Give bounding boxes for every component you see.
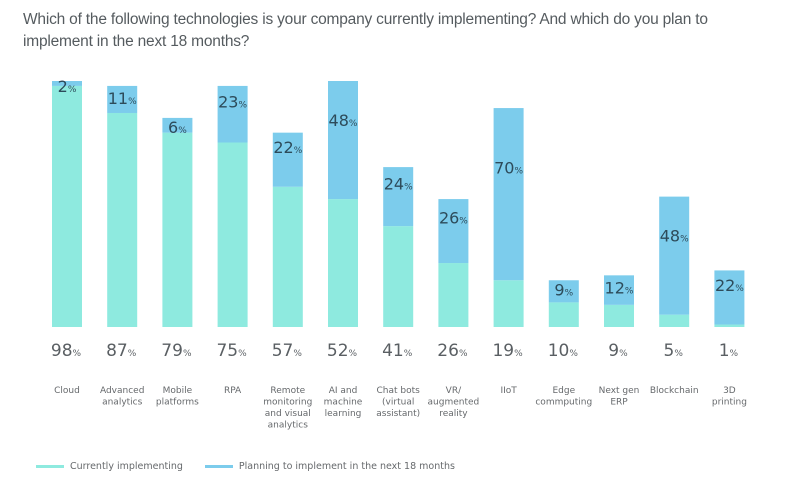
- bar-current: [107, 112, 138, 327]
- legend-item-current: Currently implementing: [36, 461, 183, 472]
- data-label-planning: 70%: [494, 158, 523, 177]
- legend-swatch-current: [36, 465, 64, 468]
- data-label-planning: 48%: [660, 226, 689, 245]
- data-label-current: 87%: [106, 341, 137, 361]
- data-label-current: 26%: [437, 341, 468, 361]
- data-label-planning: 6%: [168, 118, 187, 137]
- bar-planning: [493, 108, 524, 281]
- data-label-current: 1%: [719, 341, 739, 361]
- x-tick-label: Edge commputing: [535, 386, 592, 408]
- legend-item-planning: Planning to implement in the next 18 mon…: [204, 461, 455, 472]
- x-tick-label: Blockchain: [650, 386, 699, 396]
- data-label-planning: 2%: [58, 77, 77, 96]
- x-tick-label: 3D printing: [712, 386, 747, 408]
- data-label-current: 5%: [664, 341, 684, 361]
- bar-planning: [272, 132, 303, 187]
- data-label-planning: 11%: [108, 89, 137, 108]
- bar-current: [548, 302, 579, 327]
- data-label-planning: 12%: [605, 278, 634, 297]
- bar-current: [272, 186, 303, 327]
- bar-planning: [714, 270, 745, 325]
- bar-current: [438, 263, 469, 327]
- chart-title: Which of the following technologies is y…: [23, 11, 708, 50]
- bar-current: [162, 132, 193, 327]
- bar-planning: [383, 167, 414, 227]
- bar-current: [714, 324, 745, 327]
- bar-current: [217, 142, 248, 327]
- data-label-current: 75%: [216, 341, 247, 361]
- data-label-current: 98%: [51, 341, 82, 361]
- data-label-planning: 26%: [439, 208, 468, 227]
- bar-planning: [162, 117, 193, 133]
- bar-planning: [548, 280, 579, 303]
- x-tick-label: Remote monitoring and visual analytics: [263, 386, 312, 431]
- bar-planning: [604, 275, 634, 305]
- data-label-current: 52%: [327, 341, 358, 361]
- data-label-planning: 23%: [218, 92, 247, 111]
- data-label-planning: 22%: [715, 276, 744, 295]
- bar-planning: [107, 85, 138, 113]
- bar-current: [52, 85, 82, 327]
- data-label-current: 57%: [272, 341, 303, 361]
- bar-planning: [217, 85, 248, 143]
- data-label-planning: 22%: [273, 138, 302, 157]
- bar-current: [328, 199, 358, 327]
- bar-current: [659, 314, 690, 327]
- x-tick-label: RPA: [224, 386, 242, 396]
- x-tick-label: VR/augmented reality: [428, 386, 480, 419]
- bar-planning: [438, 199, 469, 264]
- x-tick-label: AI and machine learning: [324, 386, 363, 419]
- data-label-planning: 48%: [329, 111, 358, 130]
- data-label-current: 9%: [608, 341, 628, 361]
- bar-planning: [659, 196, 690, 315]
- bar-planning: [52, 81, 82, 86]
- legend: Currently implementing Planning to imple…: [36, 461, 477, 472]
- data-label-current: 79%: [161, 341, 192, 361]
- x-tick-label: Advanced analytics: [100, 386, 144, 408]
- data-label-planning: 9%: [554, 280, 573, 299]
- x-tick-label: Chat bots (virtual assistant): [376, 386, 420, 419]
- data-label-current: 41%: [382, 341, 413, 361]
- data-label-current: 19%: [492, 341, 523, 361]
- bar-current: [604, 304, 634, 327]
- bar-current: [383, 226, 414, 327]
- x-tick-label: IIoT: [500, 386, 517, 396]
- bar-planning: [328, 81, 358, 200]
- data-label-current: 10%: [548, 341, 579, 361]
- legend-label-current: Currently implementing: [70, 461, 183, 472]
- data-label-planning: 24%: [384, 175, 413, 194]
- x-tick-label: Cloud: [54, 386, 80, 396]
- legend-swatch-planning: [204, 465, 233, 468]
- x-tick-label: Next gen ERP: [599, 386, 640, 408]
- x-tick-label: Mobile platforms: [156, 386, 199, 408]
- bar-current: [493, 280, 524, 327]
- legend-label-planning: Planning to implement in the next 18 mon…: [238, 461, 455, 472]
